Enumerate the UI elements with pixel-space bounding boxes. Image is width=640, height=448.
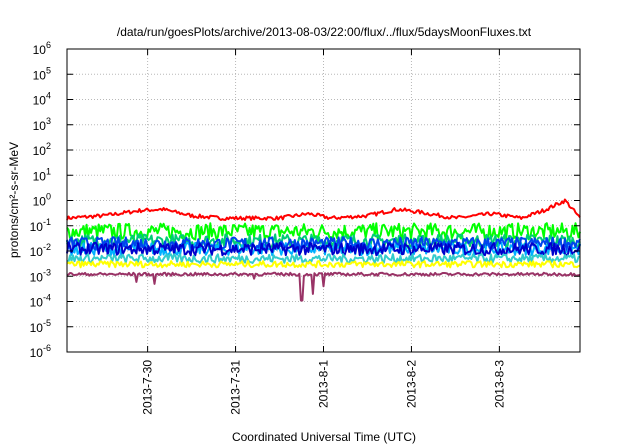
- x-tick-label: 2013-7-30: [141, 360, 155, 415]
- series-line: [66, 222, 581, 241]
- axis-ticks: [67, 48, 580, 353]
- y-axis-label: protons/cm²-s-sr-MeV: [7, 142, 21, 258]
- y-tick-exponent: -1: [43, 217, 51, 227]
- y-tick-label: 103: [33, 116, 51, 133]
- series-line: [66, 271, 581, 302]
- y-tick-base: 10: [33, 68, 47, 82]
- y-tick-labels: 10-610-510-410-310-210-11001011021031041…: [30, 40, 51, 360]
- y-tick-label: 10-2: [30, 242, 51, 259]
- y-tick-base: 10: [33, 119, 47, 133]
- y-tick-label: 10-5: [30, 318, 51, 335]
- y-tick-label: 102: [33, 141, 51, 158]
- y-tick-label: 10-3: [30, 267, 51, 284]
- series-line: [66, 241, 581, 257]
- y-tick-base: 10: [30, 270, 44, 284]
- y-tick-exponent: 2: [46, 141, 51, 151]
- y-tick-base: 10: [30, 245, 44, 259]
- y-tick-base: 10: [30, 321, 44, 335]
- grid-lines: [67, 49, 580, 352]
- y-tick-label: 100: [33, 192, 51, 209]
- y-tick-base: 10: [30, 296, 44, 310]
- y-tick-label: 10-4: [30, 293, 51, 310]
- x-tick-label: 2013-7-31: [229, 360, 243, 415]
- y-tick-base: 10: [33, 43, 47, 57]
- chart-title: /data/run/goesPlots/archive/2013-08-03/2…: [117, 25, 532, 39]
- y-tick-exponent: -6: [43, 343, 51, 353]
- y-tick-exponent: 0: [46, 192, 51, 202]
- y-tick-base: 10: [33, 94, 47, 108]
- x-axis-label: Coordinated Universal Time (UTC): [232, 430, 416, 444]
- series-line: [66, 198, 581, 221]
- x-tick-labels: 2013-7-30 2013-7-31 2013-8-1 2013-8-2 2013-8…: [141, 360, 507, 415]
- y-tick-exponent: 4: [46, 91, 51, 101]
- y-tick-label: 10-6: [30, 343, 51, 360]
- x-tick-label: 2013-8-3: [492, 360, 506, 408]
- y-tick-base: 10: [30, 220, 44, 234]
- y-tick-exponent: 5: [46, 65, 51, 75]
- x-tick-label: 2013-8-2: [404, 360, 418, 408]
- y-tick-exponent: 3: [46, 116, 51, 126]
- y-tick-exponent: -4: [43, 293, 51, 303]
- y-tick-label: 104: [33, 91, 51, 108]
- y-tick-exponent: 1: [46, 166, 51, 176]
- y-tick-exponent: -3: [43, 267, 51, 277]
- y-tick-exponent: -2: [43, 242, 51, 252]
- x-tick-label: 2013-8-1: [317, 360, 331, 408]
- y-tick-label: 106: [33, 40, 51, 57]
- y-tick-label: 105: [33, 65, 51, 82]
- series-line: [66, 260, 581, 269]
- series-line: [66, 253, 581, 264]
- series-group: [66, 198, 581, 302]
- y-tick-base: 10: [33, 195, 47, 209]
- y-tick-base: 10: [33, 144, 47, 158]
- y-tick-base: 10: [30, 346, 44, 360]
- y-tick-label: 10-1: [30, 217, 51, 234]
- y-tick-exponent: -5: [43, 318, 51, 328]
- y-tick-exponent: 6: [46, 40, 51, 50]
- y-tick-base: 10: [33, 169, 47, 183]
- y-tick-label: 101: [33, 166, 51, 183]
